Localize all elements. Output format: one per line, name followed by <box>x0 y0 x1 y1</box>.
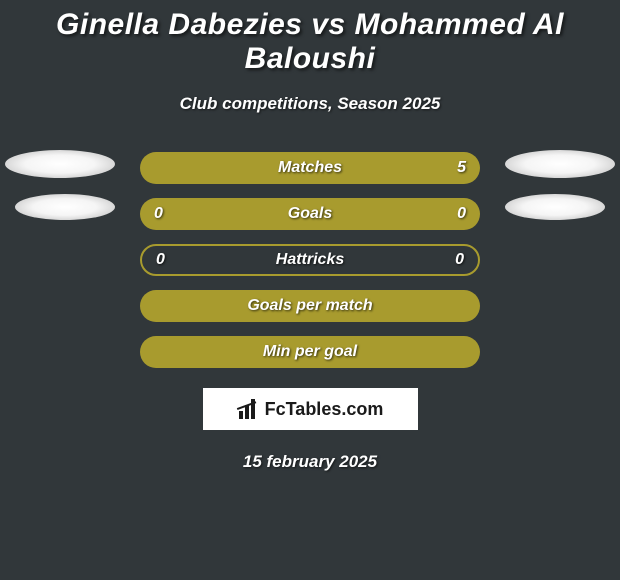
stat-row-matches: Matches 5 <box>10 152 610 184</box>
stat-row-min-per-goal: Min per goal <box>10 336 610 368</box>
stat-value-right: 5 <box>457 159 466 177</box>
stat-value-left: 0 <box>156 251 165 269</box>
stat-label: Hattricks <box>276 251 344 269</box>
comparison-subtitle: Club competitions, Season 2025 <box>0 94 620 114</box>
stat-bar: 0 Hattricks 0 <box>140 244 480 276</box>
stat-value-right: 0 <box>457 205 466 223</box>
stat-value-left: 0 <box>154 205 163 223</box>
chart-icon <box>237 399 261 419</box>
stat-label: Min per goal <box>263 343 357 361</box>
stat-row-hattricks: 0 Hattricks 0 <box>10 244 610 276</box>
stat-row-goals-per-match: Goals per match <box>10 290 610 322</box>
stat-bar: Goals per match <box>140 290 480 322</box>
stat-bar: 0 Goals 0 <box>140 198 480 230</box>
comparison-card: Ginella Dabezies vs Mohammed Al Baloushi… <box>0 0 620 472</box>
date-text: 15 february 2025 <box>0 452 620 472</box>
stat-label: Matches <box>278 159 342 177</box>
logo-text: FcTables.com <box>265 399 384 420</box>
stats-area: Matches 5 0 Goals 0 0 Hattricks 0 Goals … <box>0 152 620 368</box>
stat-bar: Matches 5 <box>140 152 480 184</box>
stat-row-goals: 0 Goals 0 <box>10 198 610 230</box>
stat-label: Goals per match <box>247 297 372 315</box>
logo-box[interactable]: FcTables.com <box>203 388 418 430</box>
comparison-title: Ginella Dabezies vs Mohammed Al Baloushi <box>0 8 620 76</box>
stat-value-right: 0 <box>455 251 464 269</box>
stat-bar: Min per goal <box>140 336 480 368</box>
stat-label: Goals <box>288 205 332 223</box>
